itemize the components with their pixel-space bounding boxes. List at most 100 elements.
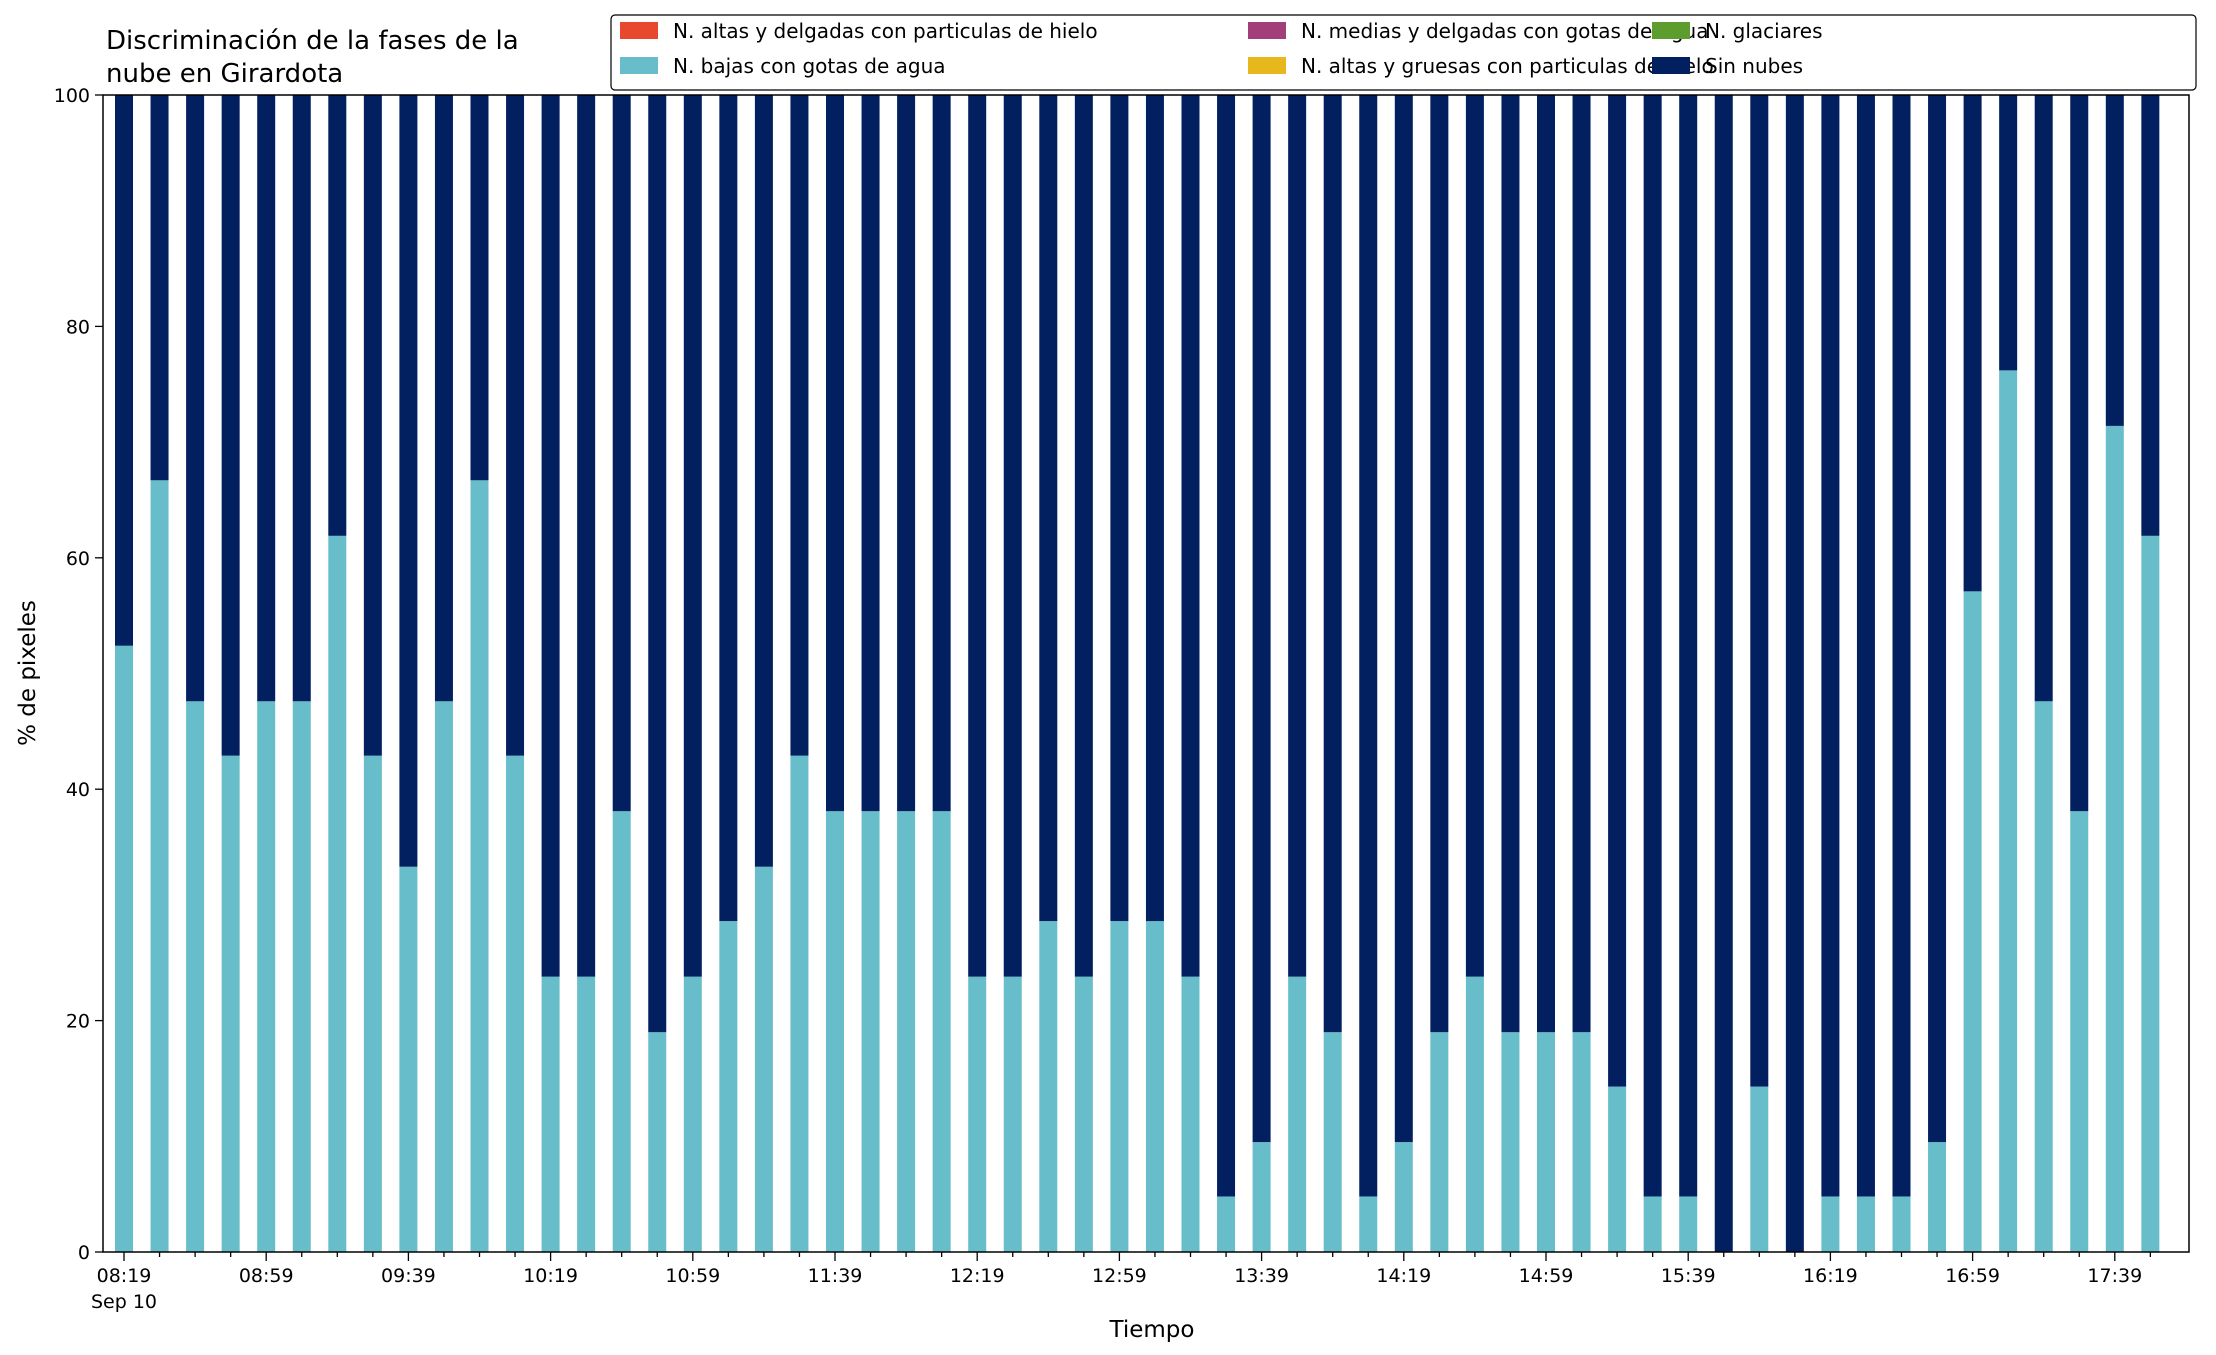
bar-segment: [1039, 921, 1058, 1252]
bar-segment: [1963, 591, 1982, 1252]
x-tick-label: 12:19: [950, 1265, 1005, 1287]
y-tick-label: 40: [66, 779, 90, 801]
bar-segment: [399, 95, 418, 867]
bar-segment: [1608, 95, 1627, 1087]
bar-segment: [754, 866, 773, 1252]
x-tick-label: 12:59: [1092, 1265, 1147, 1287]
bar-segment: [1288, 95, 1307, 977]
bar-segment: [328, 95, 347, 536]
legend-swatch: [1652, 57, 1690, 74]
bar-segment: [2070, 95, 2089, 812]
x-tick-label: 08:59: [239, 1265, 294, 1287]
bar-segment: [683, 976, 702, 1252]
bar-segment: [968, 976, 987, 1252]
bar-segment: [897, 811, 916, 1252]
legend-label: N. bajas con gotas de agua: [673, 54, 946, 78]
x-tick-label: 10:19: [523, 1265, 578, 1287]
bar-segment: [790, 95, 809, 756]
bar-segment: [1039, 95, 1058, 922]
bar-segment: [541, 95, 560, 977]
y-axis: 0 20 40 60 80 100: [54, 85, 103, 1264]
bar-segment: [1430, 1032, 1449, 1252]
bar-segment: [1252, 1142, 1271, 1252]
x-tick-label: 14:19: [1376, 1265, 1431, 1287]
bar-segment: [470, 480, 489, 1252]
bar-segment: [1892, 95, 1911, 1197]
x-tick-label: 08:19: [97, 1265, 152, 1287]
bar-segment: [1181, 976, 1200, 1252]
bar-segment: [1359, 1196, 1378, 1252]
bar-segment: [506, 95, 525, 756]
legend-swatch: [1652, 22, 1690, 39]
bar-segment: [1465, 95, 1484, 977]
bar-segment: [932, 811, 951, 1252]
bar-segment: [1465, 976, 1484, 1252]
bar-segment: [1323, 1032, 1342, 1252]
bar-segment: [826, 811, 844, 1252]
legend-swatch: [1248, 22, 1286, 39]
legend-label: Sin nubes: [1705, 54, 1803, 78]
bar-segment: [1856, 1196, 1875, 1252]
bar-segment: [1323, 95, 1342, 1033]
bar-segment: [1750, 95, 1769, 1087]
bar-segment: [257, 95, 276, 702]
bar-segment: [1821, 95, 1840, 1197]
bar-segment: [221, 95, 240, 756]
bar-segment: [1643, 1196, 1662, 1252]
legend-swatch: [620, 22, 658, 39]
bar-segment: [363, 755, 382, 1252]
y-tick-label: 60: [66, 548, 90, 570]
x-axis-label: Tiempo: [1109, 1317, 1195, 1343]
bar-segment: [150, 480, 169, 1252]
bar-segment: [1572, 95, 1591, 1033]
bar-segment: [1003, 976, 1022, 1252]
x-tick-label: 16:19: [1803, 1265, 1858, 1287]
bar-segment: [612, 95, 631, 812]
bar-segment: [577, 95, 596, 977]
x-tick-label: 17:39: [2087, 1265, 2142, 1287]
bar-segment: [968, 95, 987, 977]
bar-segment: [861, 95, 880, 812]
legend-label: N. medias y delgadas con gotas de agua: [1301, 19, 1709, 43]
bar-segment: [932, 95, 951, 812]
bar-segment: [2141, 535, 2160, 1252]
x-tick-label: 15:39: [1661, 1265, 1716, 1287]
bar-segment: [363, 95, 382, 756]
bar-segment: [292, 95, 311, 702]
bar-segment: [1679, 95, 1698, 1197]
bar-segment: [470, 95, 489, 481]
bar-segment: [1181, 95, 1200, 977]
bar-segment: [1145, 95, 1164, 922]
bar-segment: [1359, 95, 1378, 1197]
bars-group: [115, 95, 2160, 1253]
bar-segment: [2070, 811, 2089, 1252]
bar-segment: [2105, 95, 2124, 426]
bar-segment: [648, 1032, 667, 1252]
bar-segment: [257, 701, 276, 1252]
x-tick-label: 14:59: [1519, 1265, 1574, 1287]
bar-segment: [1110, 95, 1129, 922]
bar-segment: [1643, 95, 1662, 1197]
bar-segment: [719, 95, 738, 922]
bar-segment: [186, 95, 205, 702]
bar-segment: [221, 755, 240, 1252]
bar-segment: [506, 755, 525, 1252]
bar-segment: [292, 701, 311, 1252]
bar-segment: [150, 95, 169, 481]
bar-segment: [1430, 95, 1449, 1033]
chart-title-line-1: Discriminación de la fases de la: [106, 26, 519, 56]
x-axis: 08:19 08:59 09:39 10:19 10:59 11:39 12:19 12:59…: [91, 1252, 2152, 1313]
bar-segment: [612, 811, 631, 1252]
bar-segment: [1928, 1142, 1947, 1252]
y-tick-label: 80: [66, 316, 90, 338]
y-tick-label: 20: [66, 1011, 90, 1033]
bar-segment: [2034, 95, 2053, 702]
bar-segment: [1501, 95, 1520, 1033]
bar-segment: [1110, 921, 1129, 1252]
bar-segment: [1608, 1086, 1627, 1252]
bar-segment: [897, 95, 916, 812]
bar-segment: [1785, 95, 1804, 1252]
bar-segment: [826, 95, 844, 812]
bar-segment: [1003, 95, 1022, 977]
x-tick-label: 11:39: [808, 1265, 863, 1287]
